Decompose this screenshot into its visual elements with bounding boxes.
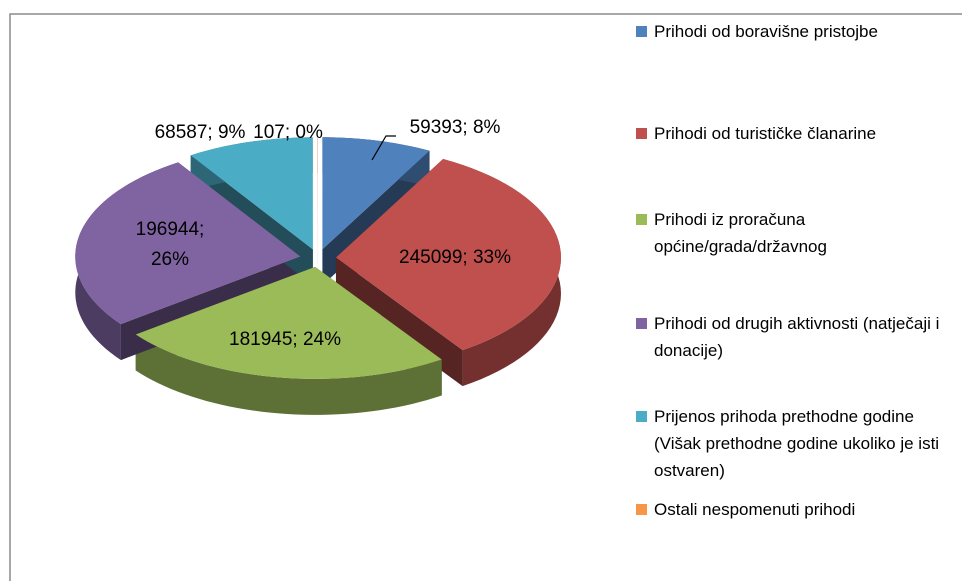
legend-label: Ostali nespomenuti prihodi <box>654 500 856 519</box>
legend-label: Prihodi od turističke članarine <box>654 124 877 143</box>
data-label: 107; 0% <box>253 122 323 143</box>
pie-slice-side <box>135 334 442 415</box>
legend-label: Prihodi iz proračuna općine/grada/državn… <box>654 210 827 256</box>
chart-border <box>9 13 962 581</box>
legend-label: Prihodi od boravišne pristojbe <box>654 22 878 41</box>
legend-swatch <box>636 318 647 329</box>
data-label-line: 196944; <box>136 219 205 240</box>
legend-label: Prihodi od drugih aktivnosti (natječaji … <box>654 314 940 360</box>
pie-slice <box>190 137 313 250</box>
legend-swatch <box>636 411 647 422</box>
data-label: 181945; 24% <box>229 329 341 350</box>
legend-entry: Prihodi od turističke članarine <box>636 120 956 147</box>
pie-slice <box>335 159 561 351</box>
data-label: 68587; 9% <box>155 122 246 143</box>
legend-entry: Prihodi od drugih aktivnosti (natječaji … <box>636 310 956 364</box>
pie-slice <box>135 266 442 379</box>
data-label: 59393; 8% <box>410 117 501 138</box>
legend-swatch <box>636 214 647 225</box>
data-label: 196944; 26% <box>136 219 205 270</box>
legend-swatch <box>636 504 647 515</box>
legend-entry: Prihodi iz proračuna općine/grada/državn… <box>636 206 956 260</box>
pie-slice <box>322 137 430 250</box>
pie-slice <box>75 162 301 325</box>
legend-entry: Ostali nespomenuti prihodi <box>636 496 956 523</box>
legend-entry: Prijenos prihoda prethodne godine (Višak… <box>636 403 956 484</box>
legend-label: Prijenos prihoda prethodne godine (Višak… <box>654 407 940 480</box>
legend-entry: Prihodi od boravišne pristojbe <box>636 18 956 45</box>
legend-swatch <box>636 128 647 139</box>
data-label-line: 26% <box>151 249 189 270</box>
data-label: 245099; 33% <box>399 247 511 268</box>
legend-swatch <box>636 26 647 37</box>
leader-line <box>371 135 396 161</box>
